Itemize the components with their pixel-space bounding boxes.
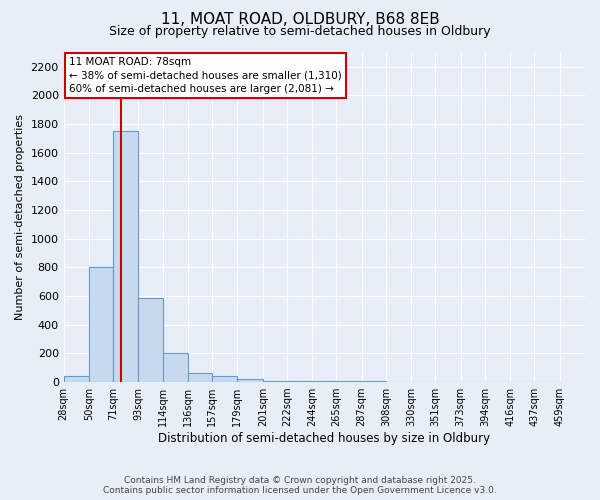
Bar [64, 376, 89, 382]
Text: 11 MOAT ROAD: 78sqm
← 38% of semi-detached houses are smaller (1,310)
60% of sem: 11 MOAT ROAD: 78sqm ← 38% of semi-detach… [69, 58, 341, 94]
Bar [113, 132, 139, 382]
Y-axis label: Number of semi-detached properties: Number of semi-detached properties [15, 114, 25, 320]
Text: Contains HM Land Registry data © Crown copyright and database right 2025.
Contai: Contains HM Land Registry data © Crown c… [103, 476, 497, 495]
X-axis label: Distribution of semi-detached houses by size in Oldbury: Distribution of semi-detached houses by … [158, 432, 490, 445]
Bar [188, 373, 212, 382]
Text: Size of property relative to semi-detached houses in Oldbury: Size of property relative to semi-detach… [109, 25, 491, 38]
Bar [238, 379, 263, 382]
Bar [139, 298, 163, 382]
Bar [89, 268, 113, 382]
Bar [287, 381, 312, 382]
Bar [163, 354, 188, 382]
Text: 11, MOAT ROAD, OLDBURY, B68 8EB: 11, MOAT ROAD, OLDBURY, B68 8EB [161, 12, 439, 28]
Bar [212, 376, 238, 382]
Bar [263, 380, 287, 382]
